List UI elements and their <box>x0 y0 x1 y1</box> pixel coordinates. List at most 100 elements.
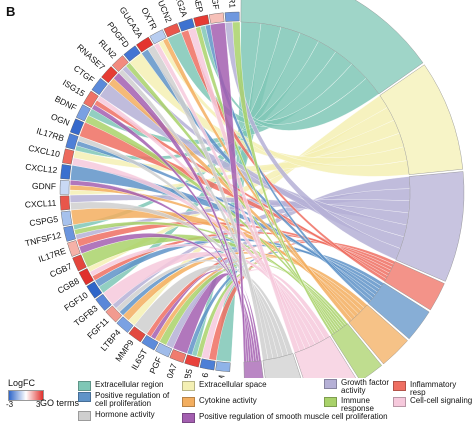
term-arc <box>348 304 408 365</box>
legend-label: Positive regulation of smooth muscle cel… <box>199 412 388 421</box>
legend-item-hormone-activity: Hormone activity <box>78 411 178 421</box>
gene-arc <box>163 23 181 38</box>
gene-arc <box>169 349 187 364</box>
legend-item-cytokine-activity: Cytokine activity <box>182 397 312 407</box>
legend-swatch <box>78 392 91 402</box>
legend-label: Cytokine activity <box>199 396 257 405</box>
gene-arc <box>95 293 112 311</box>
gene-arc <box>62 148 75 165</box>
gene-label: BDNF <box>53 94 78 113</box>
legend-swatch <box>78 381 91 391</box>
term-arc <box>240 0 424 95</box>
gene-arc <box>128 326 146 343</box>
term-arc <box>368 282 430 340</box>
legend-item-positive-regulation-of-smooth-muscle-cell-proliferation: Positive regulation of smooth muscle cel… <box>182 413 472 423</box>
gene-arc <box>65 133 79 150</box>
gene-label: CXCL10 <box>27 143 61 159</box>
gene-arc <box>59 179 70 195</box>
term-arc <box>262 353 302 378</box>
gene-label: CGB7 <box>48 261 73 280</box>
panel-letter: B <box>6 4 16 19</box>
chord-diagram: A2MIL16CGB5S100A7PGFIL6STMMP9LTBP4FGF11T… <box>24 0 465 378</box>
gene-label: PGF <box>147 355 164 375</box>
gene-label: IL17RE <box>37 246 67 265</box>
term-arc <box>243 360 264 378</box>
gene-label: FGFR1 <box>226 0 237 9</box>
legend-item-extracellular-space: Extracellular space <box>182 381 312 391</box>
gene-arc <box>116 316 134 333</box>
gene-label: OXTR <box>139 6 159 32</box>
gene-arc <box>105 305 123 323</box>
term-arc <box>294 336 357 378</box>
gene-arc <box>59 195 71 211</box>
logfc-color-scale <box>8 390 44 401</box>
legend-swatch <box>182 397 195 407</box>
gene-arc <box>155 342 173 358</box>
gene-label: NGF <box>209 0 221 10</box>
legend-item-cell-cell-signaling: Cell-cell signaling <box>393 397 474 407</box>
legend-swatch <box>182 381 195 391</box>
gene-arc <box>199 358 216 371</box>
gene-arc <box>86 281 103 299</box>
gene-label: UCN2 <box>156 0 174 24</box>
gene-arc <box>184 354 201 368</box>
gene-label: IL17RB <box>35 126 65 144</box>
gene-arc <box>123 45 141 62</box>
gene-arc <box>70 118 85 136</box>
logfc-min-label: -3 <box>6 400 14 409</box>
gene-arc <box>91 78 108 96</box>
gene-arc <box>101 66 118 84</box>
legend-item-positive-regulation-of-cell-proliferation: Positive regulation of cell proliferatio… <box>78 392 182 408</box>
gene-ring <box>59 11 240 372</box>
legend-label: Immune response <box>341 396 374 413</box>
gene-arc <box>178 18 195 32</box>
legend-label: Growth factor activity <box>341 378 390 395</box>
go-terms-legend-title: GO terms <box>40 398 80 408</box>
legend-label: Extracellular region <box>95 380 164 389</box>
legend-swatch <box>78 411 91 421</box>
gene-label: CXCL11 <box>25 198 57 210</box>
gene-arc <box>141 334 159 351</box>
gene-label: CXCL12 <box>25 162 58 176</box>
legend-label: Extracellular space <box>199 380 267 389</box>
legend-swatch <box>393 381 406 391</box>
gene-arc <box>60 210 73 227</box>
gene-label: A2M <box>215 375 227 378</box>
gene-arc <box>72 254 87 272</box>
gene-label: ISG15 <box>61 77 87 98</box>
gene-label: PAEP <box>191 0 206 14</box>
legend-label: Hormone activity <box>95 410 155 419</box>
legend-label: Cell-cell signaling <box>410 396 473 405</box>
gene-label: CGB8 <box>56 276 81 296</box>
gene-label: S100A7 <box>159 362 179 378</box>
legend-swatch <box>324 397 337 407</box>
legend-item-extracellular-region: Extracellular region <box>78 381 178 391</box>
gene-arc <box>215 361 231 372</box>
legend-swatch <box>324 379 337 389</box>
legend-label: Inflammatory resp <box>410 380 457 397</box>
legend-label: Positive regulation of cell proliferatio… <box>95 391 170 408</box>
term-ring <box>240 0 465 378</box>
term-arc <box>395 171 465 282</box>
gene-label: OGN <box>50 111 72 127</box>
ribbon-group <box>69 21 411 363</box>
gene-arc <box>67 240 81 257</box>
gene-label: CSPG5 <box>29 214 59 228</box>
legend-swatch <box>393 397 406 407</box>
gene-arc <box>111 55 129 72</box>
gene-arc <box>60 164 72 180</box>
term-arc <box>379 64 464 175</box>
gene-arc <box>78 268 94 286</box>
logfc-legend-title: LogFC <box>8 378 36 388</box>
gene-label: IL6ST <box>129 347 149 372</box>
legend-item-inflammatory-resp: Inflammatory resp <box>393 381 474 397</box>
gene-arc <box>75 104 91 122</box>
gene-arc <box>224 11 240 22</box>
gene-label: TNFSF12 <box>24 230 62 248</box>
logfc-max-label: 3 <box>36 400 41 409</box>
gene-arc <box>149 29 167 45</box>
gene-label: CGB5 <box>179 367 195 378</box>
gene-arc <box>136 36 154 53</box>
gene-arc <box>83 90 99 108</box>
